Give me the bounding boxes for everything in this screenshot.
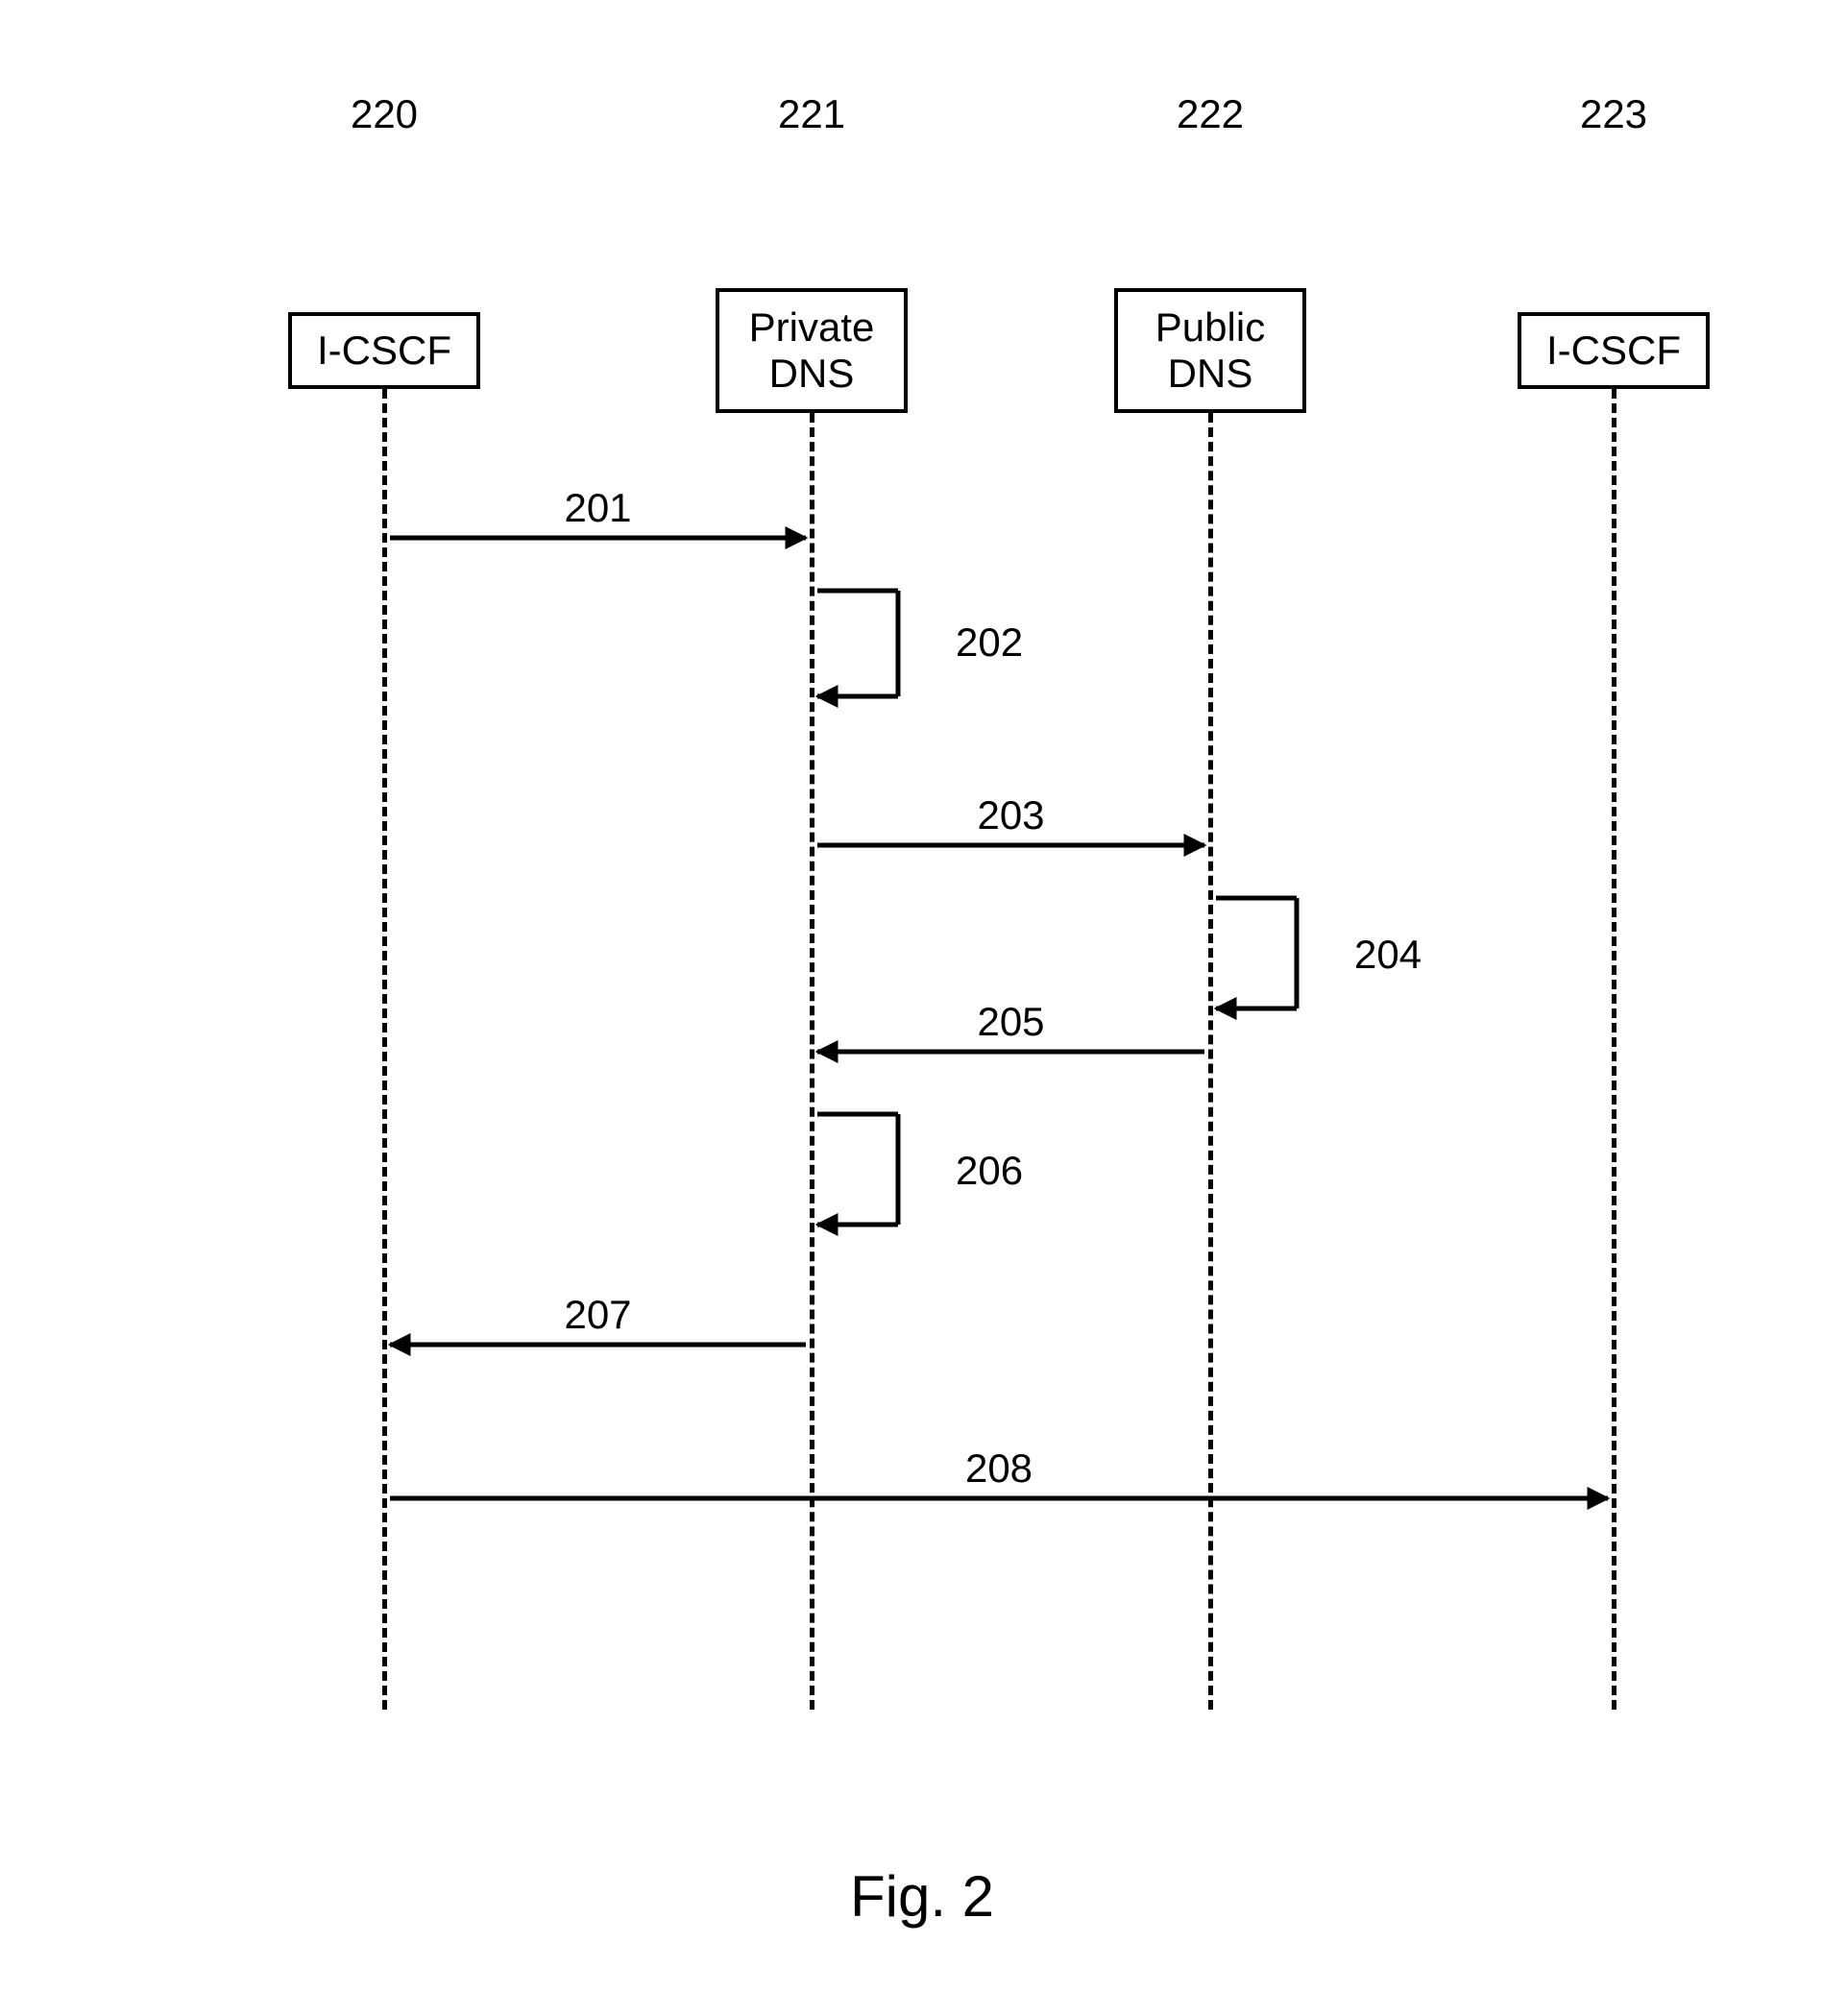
column-label-221: 221 — [778, 91, 845, 137]
actor-box-223: I-CSCF — [1518, 312, 1710, 389]
column-label-222: 222 — [1177, 91, 1244, 137]
self-message-label-206: 206 — [956, 1148, 1023, 1194]
figure-caption: Fig. 2 — [850, 1863, 994, 1930]
message-label-205: 205 — [977, 999, 1044, 1045]
lifeline-220 — [382, 389, 387, 1710]
lifeline-223 — [1612, 389, 1616, 1710]
actor-box-220: I-CSCF — [288, 312, 480, 389]
sequence-diagram: 220 I-CSCF 221 PrivateDNS 222 PublicDNS 223 I-C… — [0, 0, 1847, 2016]
message-label-208: 208 — [965, 1445, 1033, 1492]
self-message-label-204: 204 — [1354, 932, 1422, 978]
actor-box-221: PrivateDNS — [716, 288, 908, 413]
arrow-layer — [0, 0, 1847, 2016]
actor-box-222: PublicDNS — [1114, 288, 1306, 413]
message-label-203: 203 — [977, 792, 1044, 838]
lifeline-222 — [1208, 413, 1213, 1710]
self-message-label-202: 202 — [956, 619, 1023, 666]
column-label-220: 220 — [351, 91, 418, 137]
message-label-201: 201 — [564, 485, 631, 531]
column-label-223: 223 — [1580, 91, 1647, 137]
lifeline-221 — [810, 413, 814, 1710]
message-label-207: 207 — [564, 1292, 631, 1338]
